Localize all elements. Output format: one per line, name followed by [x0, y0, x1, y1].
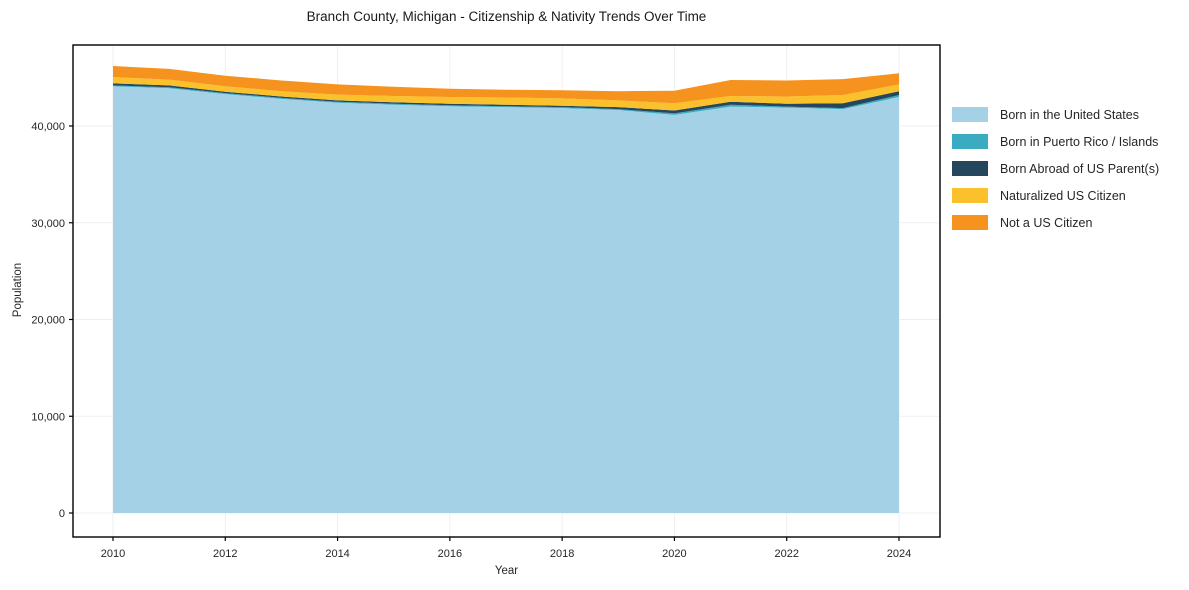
legend-swatch: [952, 215, 988, 230]
x-tick-label: 2020: [662, 548, 686, 560]
y-tick-label: 40,000: [31, 121, 65, 133]
plot-border: [72, 44, 941, 538]
area-series-0: [113, 86, 899, 514]
y-tick-label: 20,000: [31, 315, 65, 327]
chart-title: Branch County, Michigan - Citizenship & …: [306, 9, 707, 24]
legend-label: Not a US Citizen: [1000, 215, 1093, 230]
y-tick-label: 30,000: [31, 218, 65, 230]
x-tick-label: 2018: [550, 548, 574, 560]
legend-swatch: [952, 188, 988, 203]
x-tick-label: 2012: [213, 548, 237, 560]
legend-label: Born Abroad of US Parent(s): [1000, 161, 1160, 176]
legend-item: Naturalized US Citizen: [952, 188, 1159, 203]
legend-swatch: [952, 107, 988, 122]
x-axis-label: Year: [494, 565, 519, 577]
legend-swatch: [952, 134, 988, 149]
y-tick-label: 10,000: [31, 411, 65, 423]
x-tick-label: 2014: [325, 548, 349, 560]
area-series-3: [113, 77, 899, 111]
x-tick-label: 2010: [101, 548, 125, 560]
legend-item: Not a US Citizen: [952, 215, 1159, 230]
x-tick-label: 2022: [774, 548, 798, 560]
y-tick-label: 0: [59, 508, 65, 520]
x-tick-label: 2024: [887, 548, 911, 560]
legend-swatch: [952, 161, 988, 176]
x-tick-label: 2016: [438, 548, 462, 560]
legend: Born in the United States Born in Puerto …: [952, 107, 1159, 242]
y-axis-label: Population: [12, 262, 24, 318]
legend-item: Born in the United States: [952, 107, 1159, 122]
legend-label: Born in Puerto Rico / Islands: [1000, 134, 1159, 149]
legend-item: Born in Puerto Rico / Islands: [952, 134, 1159, 149]
legend-label: Naturalized US Citizen: [1000, 188, 1126, 203]
legend-label: Born in the United States: [1000, 107, 1139, 122]
legend-item: Born Abroad of US Parent(s): [952, 161, 1159, 176]
area-series-4: [113, 66, 899, 104]
